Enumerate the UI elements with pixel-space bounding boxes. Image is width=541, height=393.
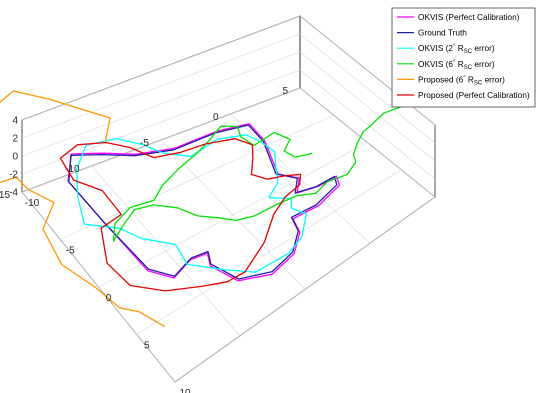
- legend-label-5: Proposed (6° RSC error): [418, 74, 505, 86]
- z-tick-label: 2: [12, 134, 18, 145]
- legend-box: [391, 7, 536, 108]
- x-tick-label: 10: [179, 388, 191, 393]
- grid-line-z: [21, 15, 436, 126]
- series-line-5: [0, 90, 166, 328]
- z-tick-label: -4: [9, 188, 18, 199]
- y-tick-label: -15: [0, 190, 10, 201]
- series-line-2: [68, 124, 338, 280]
- series-line-6: [59, 138, 302, 292]
- z-tick-label: -2: [9, 170, 18, 181]
- legend-label-6: Proposed (Perfect Calibration): [418, 90, 530, 100]
- z-tick-label: 4: [12, 116, 18, 127]
- grid-line-z: [21, 51, 436, 162]
- y-tick-label: -10: [65, 164, 80, 175]
- legend: OKVIS (Perfect Calibration) Ground Truth O…: [391, 7, 536, 108]
- grid-line-z: [21, 87, 436, 198]
- x-tick-label: 0: [106, 293, 112, 304]
- floor-outline: [21, 87, 436, 383]
- x-tick-label: -5: [66, 246, 75, 257]
- trajectory-series: [0, 90, 428, 328]
- legend-label-1: OKVIS (Perfect Calibration): [418, 12, 520, 22]
- legend-label-3: OKVIS (2° RSC error): [418, 43, 495, 55]
- y-tick-label: 5: [282, 86, 288, 97]
- tick-labels: -10 -5 0 5 10 -15 -10 -5 0 5 4 2 0 -2 -4: [0, 86, 288, 393]
- y-tick-label: 0: [213, 112, 219, 123]
- x-tick-label: 5: [144, 341, 150, 352]
- grid-line-z: [21, 69, 436, 180]
- y-tick-label: -5: [140, 138, 149, 149]
- grid-line-z: [21, 33, 436, 144]
- series-line-3: [76, 134, 308, 273]
- z-tick-label: 0: [12, 152, 18, 163]
- x-tick-label: -10: [25, 198, 40, 209]
- legend-label-2: Ground Truth: [418, 28, 467, 38]
- grid-line-y: [21, 191, 176, 383]
- grid-line-y: [160, 139, 306, 290]
- series-line-4: [112, 92, 428, 242]
- legend-label-4: OKVIS (6° RSC error): [418, 59, 495, 71]
- series-line-1: [67, 123, 341, 282]
- grid-line-y: [91, 165, 241, 336]
